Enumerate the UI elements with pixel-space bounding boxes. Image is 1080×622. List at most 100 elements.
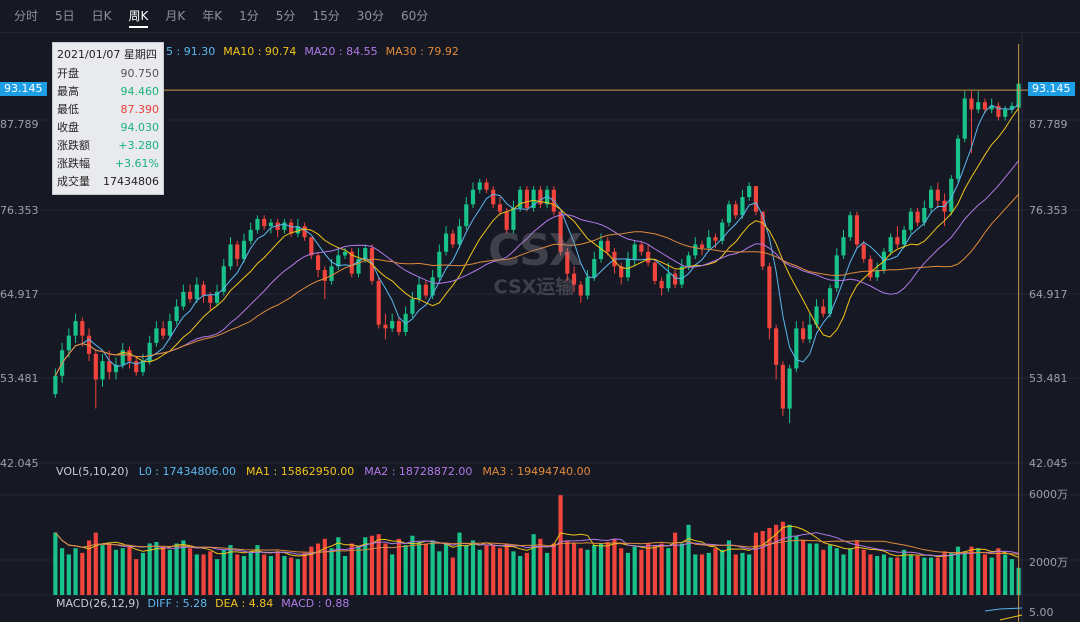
volume-bar — [713, 548, 718, 595]
volume-bar — [107, 543, 112, 595]
candle-body — [275, 222, 280, 230]
candle-body — [484, 182, 489, 190]
macd-legend-item: DIFF : 5.28 — [147, 597, 208, 610]
volume-bar — [181, 540, 186, 595]
volume-bar — [996, 548, 1001, 595]
volume-bar — [861, 549, 866, 595]
candle-body — [363, 248, 368, 260]
candle-body — [322, 269, 327, 281]
candle-body — [100, 361, 105, 380]
volume-bar — [262, 554, 267, 595]
candle-body — [585, 277, 590, 296]
volume-bar — [780, 521, 785, 595]
candle-body — [147, 342, 152, 362]
candle-body — [558, 211, 563, 252]
candle-body — [531, 189, 536, 208]
candle-body — [915, 211, 920, 223]
tab-0[interactable]: 分时 — [14, 9, 39, 23]
volume-bar — [417, 541, 422, 595]
volume-bar — [342, 556, 348, 595]
candle-body — [255, 218, 260, 230]
price-tick-label: 76.353 — [1029, 204, 1068, 217]
candle-body — [646, 251, 651, 263]
tooltip-row: 最高 94.460 — [53, 83, 163, 101]
tabs-divider — [0, 32, 1080, 33]
volume-bar — [113, 549, 119, 595]
volume-bar — [214, 559, 220, 595]
candle-body — [673, 273, 678, 285]
candle-body — [228, 244, 233, 267]
volume-bar — [733, 554, 738, 595]
volume-bar — [753, 532, 759, 595]
volume-bar — [383, 543, 388, 595]
tab-1[interactable]: 5日 — [55, 9, 75, 23]
tab-8[interactable]: 15分 — [312, 9, 340, 23]
volume-bar — [309, 546, 314, 595]
volume-bar — [545, 552, 550, 595]
candle-body — [699, 244, 705, 249]
candle-body — [969, 98, 974, 110]
volume-bar — [868, 554, 873, 595]
candle-body — [592, 259, 597, 278]
tab-9[interactable]: 30分 — [356, 9, 384, 23]
vol-legend-item: MA1 : 15862950.00 — [246, 465, 355, 478]
price-tick-label: 42.045 — [1029, 457, 1068, 470]
volume-bar — [363, 537, 368, 595]
period-tabs: 分时 5日 日K 周K 月K 年K 1分 5分 15分 30分 60分 — [0, 0, 1080, 32]
tab-7[interactable]: 5分 — [275, 9, 296, 23]
candle-body — [848, 215, 853, 238]
volume-bar — [854, 540, 860, 595]
candle-body — [652, 262, 657, 281]
volume-bar — [942, 551, 947, 595]
tab-4[interactable]: 月K — [165, 9, 186, 23]
candle-body — [309, 237, 314, 256]
volume-bar — [174, 543, 179, 595]
candle-body — [457, 226, 462, 245]
volume-bar — [322, 538, 327, 595]
candle-body — [854, 215, 860, 245]
volume-legend: VOL(5,10,20) L0 : 17434806.00 MA1 : 158629… — [56, 465, 601, 478]
price-tick-label-left: 64.917 — [0, 288, 39, 301]
tooltip-value: +3.280 — [118, 139, 159, 152]
volume-bar — [787, 524, 792, 595]
candle-body — [740, 197, 745, 216]
tab-2[interactable]: 日K — [91, 9, 112, 23]
volume-bar — [100, 545, 105, 595]
price-tick-label-left: 42.045 — [0, 457, 39, 470]
tooltip-value: 90.750 — [120, 67, 160, 80]
ma5-line — [54, 103, 1019, 377]
volume-bar — [888, 557, 893, 595]
volume-bar — [275, 551, 280, 595]
candle-body — [497, 204, 503, 212]
volume-bar — [989, 557, 994, 595]
volume-bar — [800, 540, 806, 595]
candle-body — [821, 306, 826, 314]
candle-body — [571, 273, 577, 285]
volume-bar — [976, 548, 981, 595]
stock-chart[interactable] — [0, 33, 1080, 622]
candle-body — [80, 321, 85, 336]
volume-bar — [511, 551, 516, 595]
candle-body — [827, 288, 833, 314]
volume-bar — [706, 552, 711, 595]
volume-bar — [423, 543, 428, 595]
volume-bar — [747, 554, 752, 595]
volume-bar — [268, 556, 274, 595]
tooltip-label: 涨跌幅 — [57, 157, 90, 170]
tab-5[interactable]: 年K — [202, 9, 223, 23]
tab-6[interactable]: 1分 — [239, 9, 259, 23]
candle-body — [396, 321, 401, 333]
vol-legend-item: L0 : 17434806.00 — [138, 465, 236, 478]
candle-body — [639, 244, 644, 252]
candle-body — [538, 189, 543, 205]
volume-bar — [902, 549, 907, 595]
volume-bar — [659, 543, 664, 595]
tab-10[interactable]: 60分 — [401, 9, 429, 23]
tooltip-label: 收盘 — [57, 121, 79, 134]
candle-body — [282, 222, 287, 230]
candle-body — [632, 244, 637, 260]
volume-ma10-line — [55, 532, 1019, 557]
candle-body — [928, 189, 934, 208]
tab-3[interactable]: 周K — [128, 0, 148, 32]
candle-body — [935, 189, 940, 201]
